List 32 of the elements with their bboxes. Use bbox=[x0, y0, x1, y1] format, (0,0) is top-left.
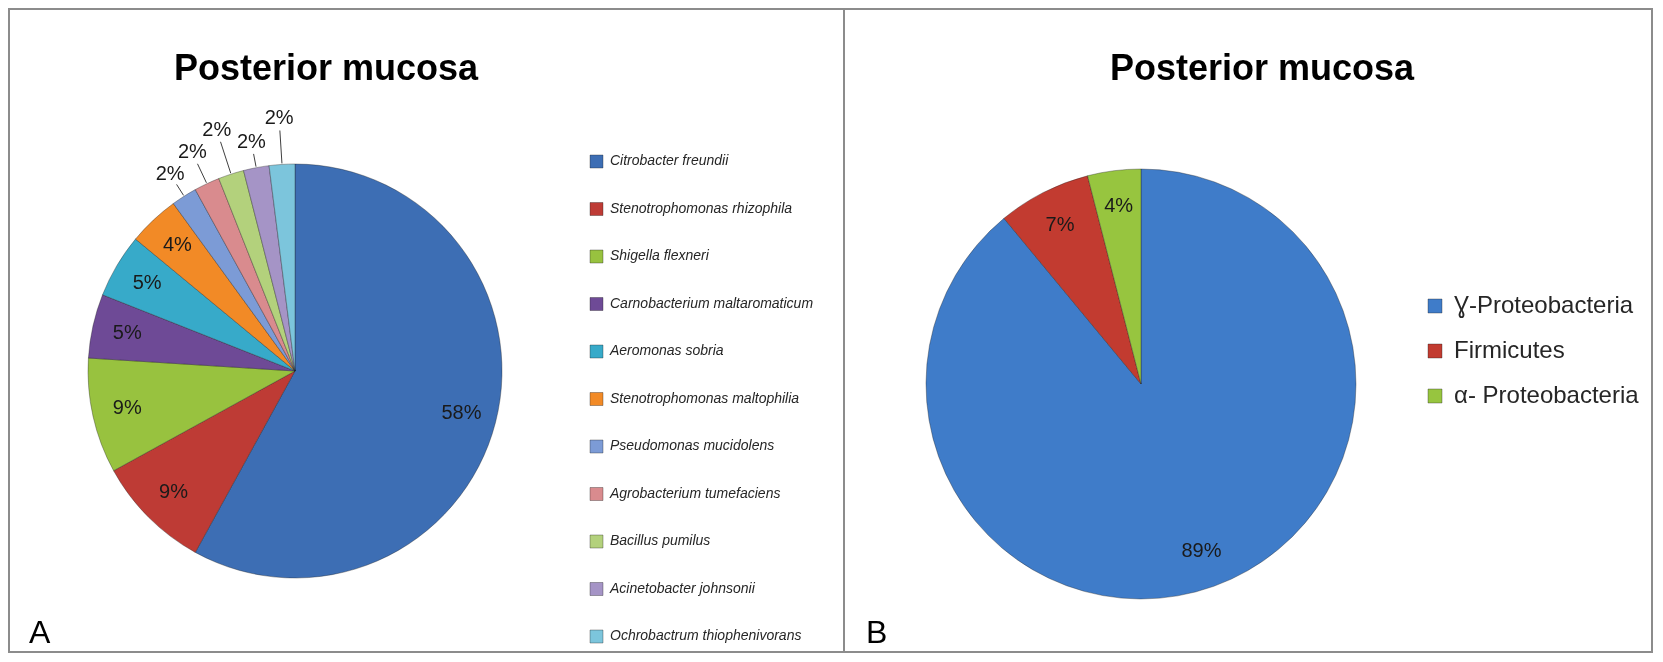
legend-label: Citrobacter freundii bbox=[610, 152, 730, 169]
data-label: 5% bbox=[132, 271, 162, 294]
data-label: 9% bbox=[159, 480, 189, 502]
legend-label: Bacillus pumilus bbox=[610, 532, 711, 549]
data-label: 9% bbox=[112, 395, 142, 418]
data-label: 58% bbox=[441, 401, 482, 424]
legend-label: Firmicutes bbox=[1454, 335, 1565, 363]
data-label: 89% bbox=[1181, 539, 1222, 562]
text: B bbox=[866, 613, 888, 650]
data-label: 2% bbox=[264, 106, 294, 129]
legend-label: Carnobacterium maltaromaticum bbox=[610, 294, 814, 311]
data-label: 2% bbox=[177, 140, 208, 163]
text: A bbox=[29, 613, 51, 650]
legend-label: α- Proteobacteria bbox=[1454, 380, 1640, 408]
legend-label: Stenotrophomonas rhizophila bbox=[610, 199, 793, 216]
legend-label: Ɣ-Proteobacteria bbox=[1454, 290, 1634, 318]
data-label: 2% bbox=[155, 161, 185, 184]
legend-label: Ochrobactrum thiophenivorans bbox=[610, 627, 802, 644]
legend-label: Stenotrophomonas maltophilia bbox=[610, 389, 800, 406]
data-label: 2% bbox=[236, 129, 267, 152]
data-label: 4% bbox=[1104, 194, 1134, 217]
legend-label: Agrobacterium tumefaciens bbox=[609, 484, 781, 501]
data-label: 2% bbox=[202, 117, 232, 140]
legend-label: Aeromonas sobria bbox=[609, 342, 724, 359]
legend-label: Pseudomonas mucidolens bbox=[610, 437, 775, 454]
data-label: 4% bbox=[162, 233, 193, 256]
chart-title: Posterior mucosa bbox=[1109, 46, 1416, 88]
chart-title: Posterior mucosa bbox=[173, 46, 480, 88]
legend-label: Acinetobacter johnsonii bbox=[609, 579, 756, 596]
data-label: 7% bbox=[1045, 212, 1075, 235]
legend-label: Shigella flexneri bbox=[610, 247, 710, 264]
data-label: 5% bbox=[112, 321, 142, 344]
